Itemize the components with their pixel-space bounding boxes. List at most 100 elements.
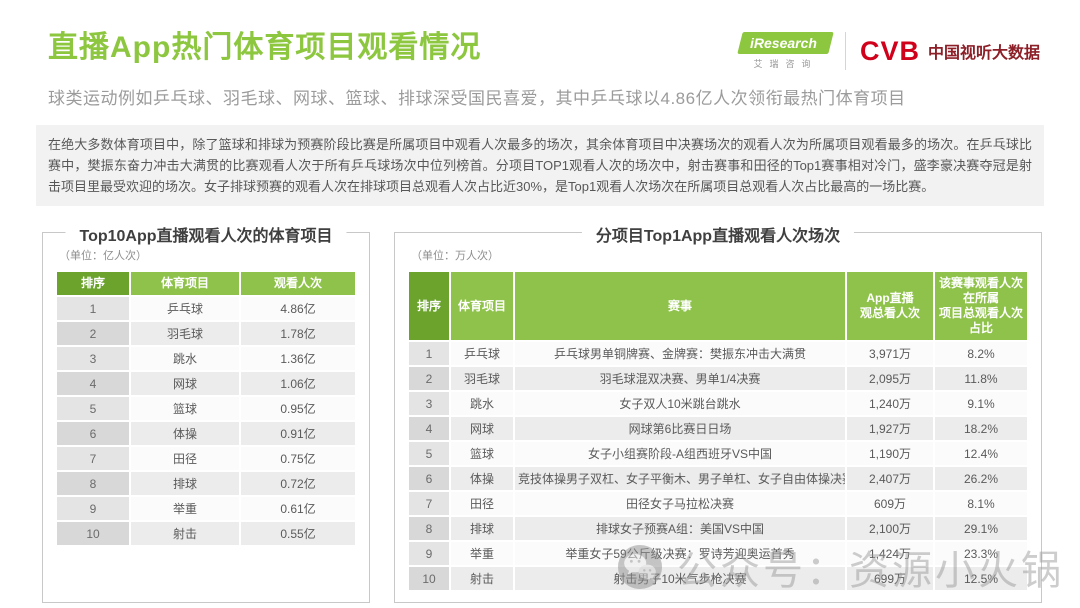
rank-cell: 5 <box>409 442 449 466</box>
rank-cell: 2 <box>409 367 449 391</box>
rank-cell: 5 <box>57 397 129 421</box>
data-cell: 12.4% <box>935 442 1027 466</box>
page-subtitle: 球类运动例如乒乓球、羽毛球、网球、篮球、排球深受国民喜爱，其中乒乓球以4.86亿… <box>48 89 906 108</box>
data-cell: 1,424万 <box>847 542 933 566</box>
data-cell: 跳水 <box>451 392 513 416</box>
data-cell: 0.55亿 <box>241 522 355 546</box>
data-cell: 18.2% <box>935 417 1027 441</box>
data-cell: 0.72亿 <box>241 472 355 496</box>
iresearch-logo: iResearch 艾瑞咨询 <box>737 32 834 70</box>
data-cell: 排球 <box>451 517 513 541</box>
data-cell: 乒乓球男单铜牌赛、金牌赛：樊振东冲击大满贯 <box>515 342 845 366</box>
data-cell: 2,095万 <box>847 367 933 391</box>
table-row: 10 射击 射击男子10米气步枪决赛 699万 12.5% <box>409 567 1027 591</box>
data-cell: 竞技体操男子双杠、女子平衡木、男子单杠、女子自由体操决赛 <box>515 467 845 491</box>
rank-cell: 6 <box>57 422 129 446</box>
data-cell: 羽毛球 <box>451 367 513 391</box>
table-row: 9 举重 0.61亿 <box>57 497 355 521</box>
data-cell: 羽毛球 <box>131 322 239 346</box>
page-title: 直播App热门体育项目观看情况 <box>48 31 482 64</box>
top1-panel: 分项目Top1App直播观看人次场次 （单位：万人次） 排序 体育项目 赛事 App直… <box>394 222 1042 604</box>
table-row: 6 体操 0.91亿 <box>57 422 355 446</box>
top10-panel-title: Top10App直播观看人次的体育项目 <box>65 222 347 247</box>
column-header: 排序 <box>57 272 129 296</box>
table-row: 4 网球 1.06亿 <box>57 372 355 396</box>
table-header-row: 排序 体育项目 赛事 App直播 观总看人次 该赛事观看人次在所属 项目总观看人次占比 <box>409 272 1027 341</box>
rank-cell: 10 <box>57 522 129 546</box>
rank-cell: 3 <box>409 392 449 416</box>
rank-cell: 4 <box>57 372 129 396</box>
column-header: 观看人次 <box>241 272 355 296</box>
data-cell: 跳水 <box>131 347 239 371</box>
data-cell: 网球 <box>131 372 239 396</box>
cvb-name: 中国视听大数据 <box>927 45 1040 62</box>
rank-cell: 10 <box>409 567 449 591</box>
data-cell: 1.06亿 <box>241 372 355 396</box>
data-cell: 699万 <box>847 567 933 591</box>
logos: iResearch 艾瑞咨询 CVB 中国视听大数据 <box>737 32 1040 70</box>
table-row: 7 田径 田径女子马拉松决赛 609万 8.1% <box>409 492 1027 516</box>
rank-cell: 9 <box>409 542 449 566</box>
table-row: 2 羽毛球 1.78亿 <box>57 322 355 346</box>
data-cell: 体操 <box>131 422 239 446</box>
column-header: 体育项目 <box>131 272 239 296</box>
data-cell: 29.1% <box>935 517 1027 541</box>
data-cell: 0.61亿 <box>241 497 355 521</box>
data-cell: 0.95亿 <box>241 397 355 421</box>
logo-divider <box>844 32 846 70</box>
data-cell: 乒乓球 <box>451 342 513 366</box>
data-cell: 11.8% <box>935 367 1027 391</box>
data-cell: 1,927万 <box>847 417 933 441</box>
data-cell: 1.78亿 <box>241 322 355 346</box>
data-cell: 女子小组赛阶段-A组西班牙VS中国 <box>515 442 845 466</box>
header: 直播App热门体育项目观看情况 iResearch 艾瑞咨询 CVB 中国视听大… <box>0 0 1080 109</box>
table-row: 4 网球 网球第6比赛日日场 1,927万 18.2% <box>409 417 1027 441</box>
table-header-row: 排序 体育项目 观看人次 <box>57 272 355 296</box>
data-cell: 乒乓球 <box>131 297 239 321</box>
rank-cell: 7 <box>409 492 449 516</box>
rank-cell: 9 <box>57 497 129 521</box>
cvb-logo: CVB 中国视听大数据 <box>860 36 1040 67</box>
data-cell: 0.91亿 <box>241 422 355 446</box>
panels: Top10App直播观看人次的体育项目 （单位：亿人次） 排序 体育项目 观看人次 … <box>42 222 1042 604</box>
data-cell: 女子双人10米跳台跳水 <box>515 392 845 416</box>
data-cell: 田径 <box>451 492 513 516</box>
top10-unit-label: （单位：亿人次） <box>59 250 147 263</box>
iresearch-subtitle: 艾瑞咨询 <box>753 59 818 69</box>
table-row: 1 乒乓球 乒乓球男单铜牌赛、金牌赛：樊振东冲击大满贯 3,971万 8.2% <box>409 342 1027 366</box>
data-cell: 12.5% <box>935 567 1027 591</box>
top1-events-table: 排序 体育项目 赛事 App直播 观总看人次 该赛事观看人次在所属 项目总观看人次占比 … <box>407 270 1029 592</box>
rank-cell: 4 <box>409 417 449 441</box>
data-cell: 射击 <box>131 522 239 546</box>
data-cell: 1,240万 <box>847 392 933 416</box>
intro-paragraph: 在绝大多数体育项目中，除了篮球和排球为预赛阶段比赛是所属项目中观看人次最多的场次… <box>36 125 1044 207</box>
rank-cell: 1 <box>409 342 449 366</box>
table-row: 10 射击 0.55亿 <box>57 522 355 546</box>
data-cell: 网球第6比赛日日场 <box>515 417 845 441</box>
iresearch-wordmark: iResearch <box>750 35 817 51</box>
table-row: 5 篮球 0.95亿 <box>57 397 355 421</box>
data-cell: 田径 <box>131 447 239 471</box>
data-cell: 篮球 <box>131 397 239 421</box>
data-cell: 9.1% <box>935 392 1027 416</box>
column-header: 体育项目 <box>451 272 513 341</box>
table-row: 2 羽毛球 羽毛球混双决赛、男单1/4决赛 2,095万 11.8% <box>409 367 1027 391</box>
rank-cell: 1 <box>57 297 129 321</box>
data-cell: 1.36亿 <box>241 347 355 371</box>
data-cell: 23.3% <box>935 542 1027 566</box>
data-cell: 羽毛球混双决赛、男单1/4决赛 <box>515 367 845 391</box>
data-cell: 体操 <box>451 467 513 491</box>
data-cell: 3,971万 <box>847 342 933 366</box>
column-header: 赛事 <box>515 272 845 341</box>
rank-cell: 2 <box>57 322 129 346</box>
top1-panel-title: 分项目Top1App直播观看人次场次 <box>581 222 855 247</box>
column-header: 排序 <box>409 272 449 341</box>
rank-cell: 8 <box>409 517 449 541</box>
data-cell: 举重 <box>451 542 513 566</box>
table-row: 3 跳水 女子双人10米跳台跳水 1,240万 9.1% <box>409 392 1027 416</box>
data-cell: 2,100万 <box>847 517 933 541</box>
rank-cell: 6 <box>409 467 449 491</box>
data-cell: 篮球 <box>451 442 513 466</box>
top1-unit-label: （单位：万人次） <box>411 250 499 263</box>
